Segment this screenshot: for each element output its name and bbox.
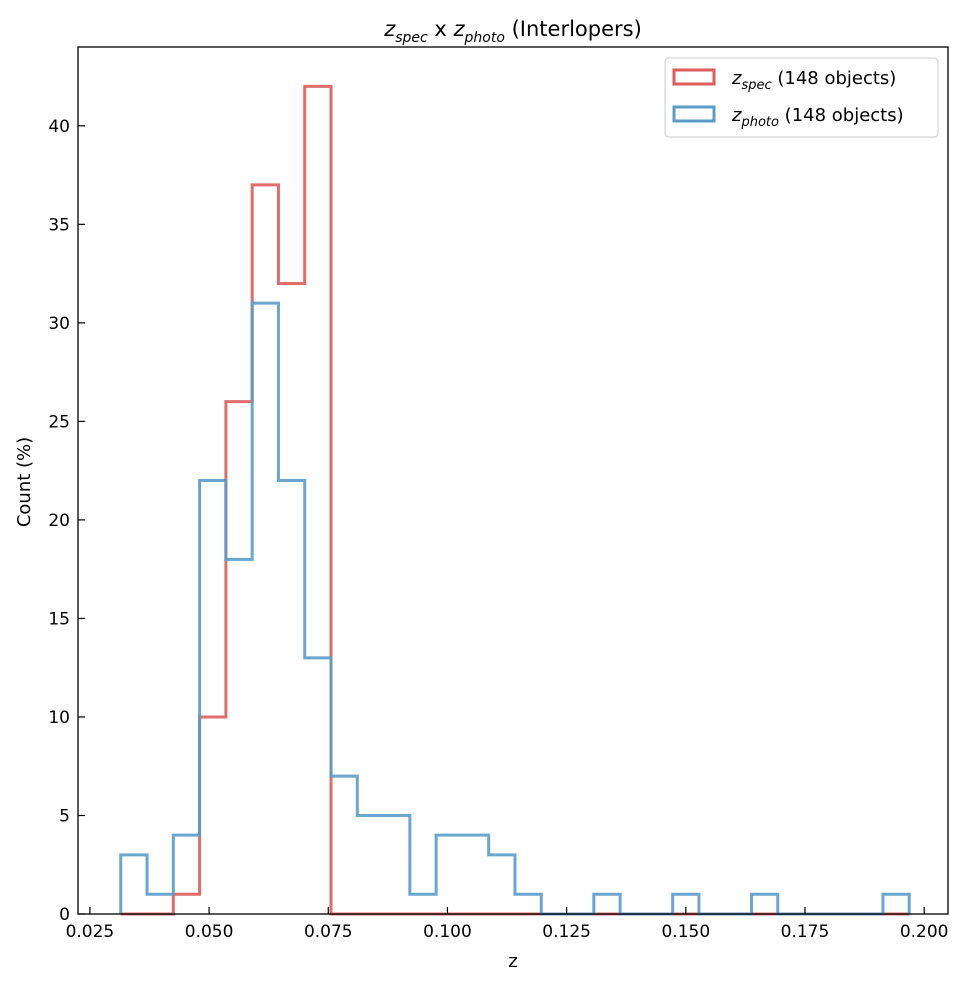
legend-label-spec: zspec (148 objects): [731, 68, 896, 93]
bin-photo-13: [462, 835, 488, 914]
bin-photo-1: [147, 894, 173, 914]
bin-photo-4: [226, 559, 252, 914]
bin-photo-3: [200, 481, 226, 915]
legend-box: [664, 57, 939, 138]
bin-photo-2: [173, 835, 199, 914]
bin-photo-18: [594, 894, 620, 914]
bin-photo-5: [252, 303, 278, 914]
bin-photo-29: [883, 894, 909, 914]
bin-photo-12: [436, 835, 462, 914]
y-tick-label: 40: [48, 117, 70, 137]
y-tick-label: 30: [48, 314, 70, 334]
y-tick-label: 0: [59, 905, 70, 925]
y-tick-label: 20: [48, 511, 70, 531]
x-tick-label: 0.025: [66, 922, 115, 942]
legend-label-photo: zphoto (148 objects): [731, 105, 904, 130]
plot-frame: [77, 46, 949, 915]
ticks-layer: 0.025 0.050 0.075 0.100 0.125 0.150 0.175 0.200…: [48, 117, 948, 942]
legend: zspec (148 objects) zphoto (148 objects): [664, 57, 939, 138]
y-tick-label: 10: [48, 708, 70, 728]
y-tick-label: 35: [48, 215, 70, 235]
bin-photo-9: [357, 815, 383, 914]
x-tick-label: 0.100: [423, 922, 472, 942]
step-line-photo: [119, 301, 911, 916]
bin-photo-24: [752, 894, 778, 914]
series-layer: [119, 84, 911, 916]
x-tick-label: 0.175: [781, 922, 830, 942]
y-tick-label: 25: [48, 412, 70, 432]
x-tick-label: 0.200: [900, 922, 949, 942]
series-photo: [119, 301, 911, 916]
bin-photo-10: [384, 815, 410, 914]
y-tick-label: 5: [59, 806, 70, 826]
legend-swatch-spec: [672, 68, 716, 86]
bin-photo-8: [331, 776, 357, 914]
bin-photo-6: [278, 481, 304, 915]
x-tick-label: 0.075: [304, 922, 353, 942]
chart-title: zspec x zphoto (Interlopers): [383, 17, 642, 46]
x-tick-label: 0.050: [185, 922, 234, 942]
bin-photo-7: [305, 658, 331, 914]
bin-photo-11: [410, 894, 436, 914]
x-tick-label: 0.125: [542, 922, 591, 942]
y-axis-label: Count (%): [14, 437, 35, 527]
x-tick-label: 0.150: [661, 922, 710, 942]
x-axis-label: z: [508, 951, 517, 972]
bin-photo-0: [121, 855, 147, 914]
y-tick-label: 15: [48, 609, 70, 629]
bin-photo-14: [489, 855, 515, 914]
legend-swatch-photo: [672, 105, 716, 123]
bin-photo-15: [515, 894, 541, 914]
